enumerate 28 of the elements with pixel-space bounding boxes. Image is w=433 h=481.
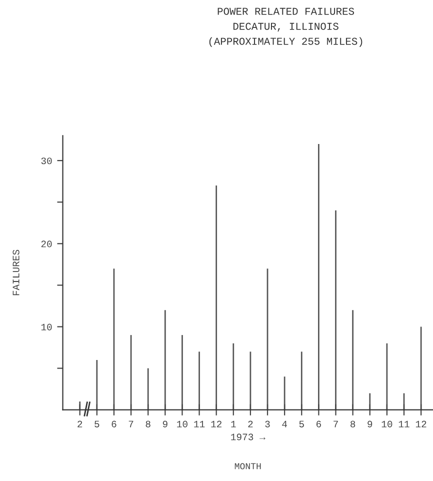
y-tick-label: 20 [41,240,52,248]
x-tick-label: 3 [265,420,270,428]
x-tick-label: 8 [350,420,356,428]
x-tick-label: 10 [382,420,392,428]
x-tick-label: 7 [128,420,134,428]
x-tick-label: 9 [368,420,372,428]
x-tick-label: 8 [146,420,150,428]
y-tick-label: 10 [41,324,52,330]
x-tick-label: 5 [94,420,100,428]
y-axis-title: FAILURES [12,250,20,296]
x-tick-label: 9 [162,420,168,428]
x-tick-label: 10 [177,420,188,428]
x-tick-label: 2 [248,420,253,428]
x-tick-label: 6 [112,420,116,428]
x-tick-label: 6 [316,420,321,428]
text: 1973 → [231,434,266,440]
x-tick-label: 11 [194,420,205,428]
x-axis-title: MONTH [234,463,261,470]
x-tick-label: 12 [211,420,222,428]
x-tick-label: 5 [299,420,304,428]
x-tick-label: 7 [334,420,338,428]
x-tick-label: 4 [282,420,287,428]
x-tick-label: 12 [416,420,426,428]
y-tick-label: 30 [41,158,52,164]
x-tick-label: 1 [231,420,236,428]
chart-title: POWER RELATED FAILURES DECATUR, ILLINOIS (APPROXIMATELY 255 MILES) [209,8,362,47]
x-tick-label: 11 [398,420,410,428]
x-tick-label: 2 [78,420,82,428]
